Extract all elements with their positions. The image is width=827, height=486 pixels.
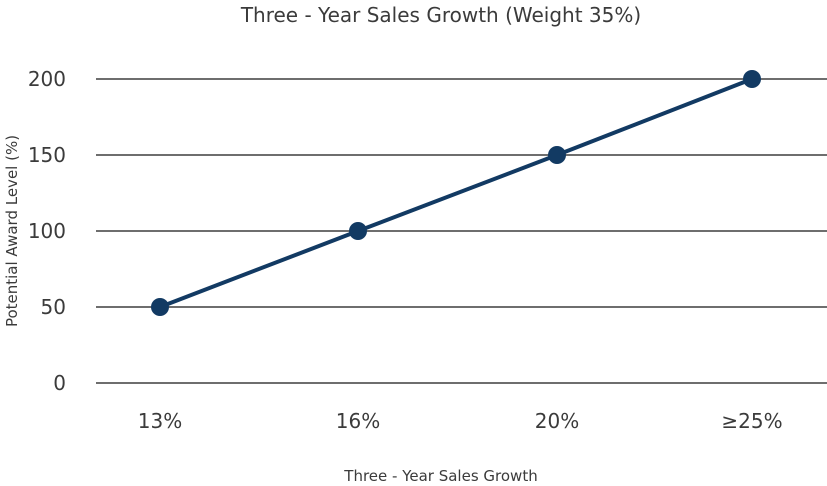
x-tick-label: 13% <box>138 409 182 433</box>
series-line <box>158 77 754 309</box>
x-tick-label: ≥25% <box>721 409 782 433</box>
y-tick-label: 200 <box>28 67 66 91</box>
y-tick-label: 0 <box>53 371 66 395</box>
x-tick-label: 16% <box>336 409 380 433</box>
chart-title: Three - Year Sales Growth (Weight 35%) <box>240 3 641 27</box>
y-tick-label: 50 <box>41 295 66 319</box>
y-tick-label: 150 <box>28 143 66 167</box>
gridlines <box>96 78 827 384</box>
y-axis-ticks: 0 50 100 150 200 <box>28 67 66 395</box>
data-points <box>151 70 761 316</box>
x-axis-ticks: 13% 16% 20% ≥25% <box>138 409 783 433</box>
data-point <box>548 146 566 164</box>
data-point <box>349 222 367 240</box>
y-axis-label: Potential Award Level (%) <box>3 135 21 327</box>
data-point <box>151 298 169 316</box>
x-axis-label: Three - Year Sales Growth <box>343 467 537 485</box>
y-tick-label: 100 <box>28 219 66 243</box>
series-line-layer <box>158 77 754 309</box>
data-point <box>743 70 761 88</box>
x-tick-label: 20% <box>535 409 579 433</box>
